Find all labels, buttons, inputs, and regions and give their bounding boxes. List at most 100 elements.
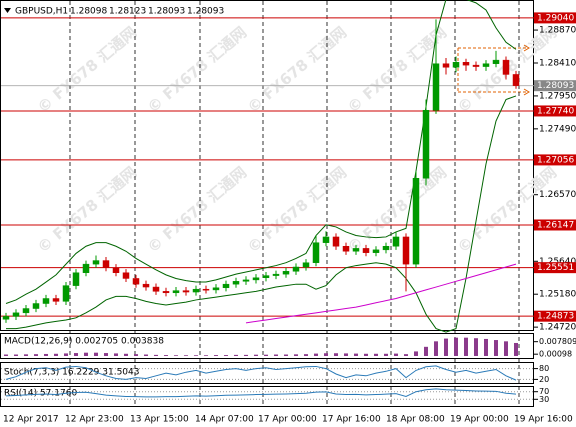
y-tick-label: 1.25180 <box>539 290 576 300</box>
x-tick-label: 12 Apr 2017 <box>3 415 59 425</box>
candle-body <box>172 290 180 294</box>
y-tick-label: 1.24720 <box>539 323 576 333</box>
histogram-bar <box>244 354 248 356</box>
candle-body <box>192 288 200 293</box>
candle-body <box>412 177 420 265</box>
main-panel <box>0 0 534 331</box>
level-label: 1.29040 <box>537 13 574 23</box>
header-price: 1.28098 <box>70 7 107 17</box>
histogram-bar <box>194 355 198 356</box>
x-tick-label: 17 Apr 16:00 <box>322 415 381 425</box>
histogram-bar <box>384 353 388 356</box>
histogram-bar <box>24 354 28 356</box>
level-box <box>534 310 576 322</box>
histogram-bar <box>154 354 158 356</box>
candle-body <box>362 248 370 253</box>
x-tick-label: 19 Apr 16:00 <box>514 415 573 425</box>
histogram-bar <box>234 354 238 356</box>
histogram-bar <box>144 354 148 356</box>
level-label: 1.27056 <box>537 155 574 165</box>
histogram-bar <box>294 354 298 356</box>
histogram-bar <box>444 338 448 356</box>
level-label: 1.25551 <box>537 263 574 273</box>
histogram-bar <box>124 353 128 356</box>
y-tick-label: 0.007809 <box>539 337 576 346</box>
histogram-bar <box>84 352 88 356</box>
candle-body <box>502 59 510 75</box>
candle-body <box>222 283 230 289</box>
y-tick-label: 1.26570 <box>539 190 576 200</box>
candle-body <box>282 271 290 275</box>
y-tick-label: 80 <box>539 364 549 373</box>
candle-body <box>272 273 280 276</box>
level-box <box>534 12 576 24</box>
candle-body <box>262 275 270 278</box>
indicator-title: MACD(12,26,9) 0.002705 0.003838 <box>4 337 164 347</box>
candle-body <box>52 298 60 302</box>
candle-body <box>242 279 250 282</box>
level-box <box>534 262 576 274</box>
candle-body <box>202 288 210 291</box>
candle-body <box>332 236 340 247</box>
histogram-bar <box>354 353 358 356</box>
histogram-bar <box>424 346 428 356</box>
histogram-bar <box>504 341 508 356</box>
histogram-bar <box>474 338 478 356</box>
y-tick-label: 1.27490 <box>539 124 576 134</box>
level-box <box>534 154 576 166</box>
candle-body <box>452 62 460 68</box>
candle-body <box>122 272 130 279</box>
level-label: 1.24873 <box>537 312 574 322</box>
candle-body <box>252 277 260 281</box>
histogram-bar <box>134 354 138 356</box>
histogram-bar <box>304 354 308 356</box>
level-box <box>534 105 576 117</box>
candle-body <box>352 248 360 252</box>
indicator-line <box>5 388 517 398</box>
candle-body <box>12 312 20 317</box>
candle-body <box>432 63 440 111</box>
histogram-bar <box>394 353 398 356</box>
candle-body <box>92 260 100 265</box>
histogram-bar <box>284 354 288 356</box>
candle-body <box>442 63 450 68</box>
histogram-bar <box>34 354 38 356</box>
last-price-label: 1.28093 <box>537 81 574 91</box>
level-box <box>534 219 576 231</box>
histogram-bar <box>484 338 488 356</box>
candle-body <box>232 281 240 285</box>
rsi-panel <box>0 386 534 407</box>
y-tick-label: 1.27950 <box>539 91 576 101</box>
range-arrows <box>523 44 530 96</box>
x-tick-label: 12 Apr 23:00 <box>65 415 124 425</box>
x-tick-label: 19 Apr 00:00 <box>450 415 509 425</box>
histogram-bar <box>274 354 278 356</box>
histogram-bar <box>224 355 228 356</box>
header-price: 1.28093 <box>187 7 224 17</box>
histogram-bar <box>514 342 518 356</box>
menu-arrow <box>4 8 11 13</box>
candle-body <box>402 236 410 265</box>
candle-body <box>112 267 120 273</box>
indicator-title: Stoch(7,3,3) 16.2229 31.5043 <box>4 368 139 378</box>
histogram-bar <box>464 337 468 356</box>
candle-body <box>482 63 490 67</box>
histogram-bar <box>414 351 418 356</box>
histogram-bar <box>254 354 258 356</box>
last-price-box <box>534 80 576 92</box>
y-tick-label: 1.25640 <box>539 257 576 267</box>
histogram-bar <box>324 353 328 356</box>
bollinger-lower <box>6 95 517 333</box>
histogram-bar <box>44 353 48 356</box>
candle-body <box>22 308 30 314</box>
x-tick-label: 17 Apr 00:00 <box>258 415 317 425</box>
range-box <box>457 47 528 93</box>
header-price: 1.28123 <box>109 7 146 17</box>
candle-body <box>42 298 50 304</box>
histogram-bar <box>4 354 8 356</box>
histogram-bar <box>104 353 108 356</box>
candle-body <box>142 283 150 288</box>
histogram-bar <box>404 354 408 356</box>
